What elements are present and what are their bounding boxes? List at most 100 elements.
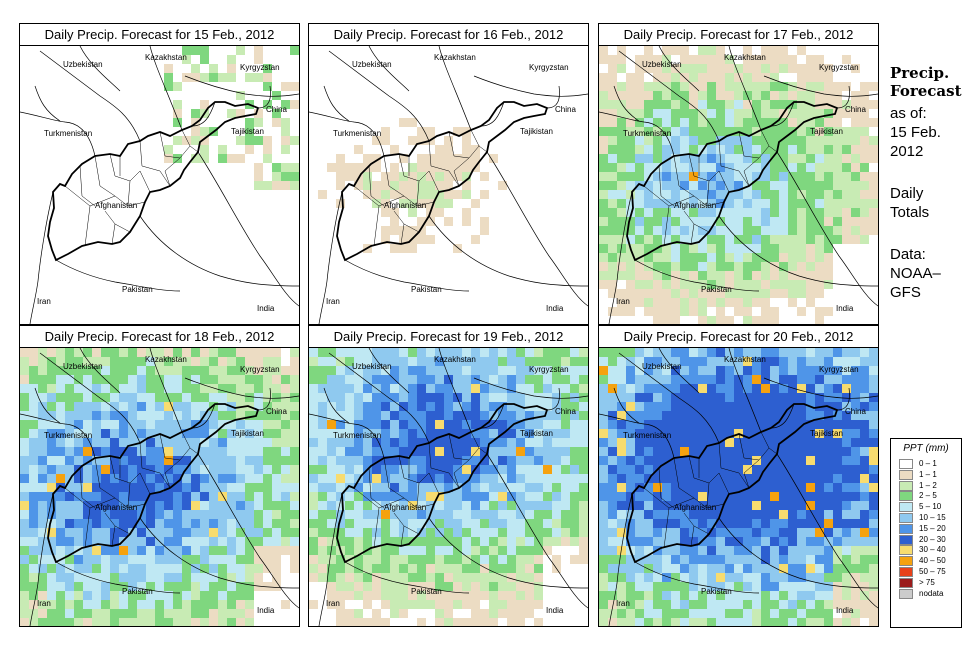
precip-cell	[182, 366, 191, 375]
precip-cell	[507, 501, 516, 510]
precip-cell	[599, 244, 608, 253]
precip-cell	[101, 501, 110, 510]
precip-cell	[525, 564, 534, 573]
precip-cell	[20, 384, 29, 393]
precip-cell	[209, 546, 218, 555]
precip-cell	[653, 118, 662, 127]
precip-cell	[182, 555, 191, 564]
precip-cell	[417, 618, 426, 626]
precip-cell	[635, 199, 644, 208]
precip-cell	[20, 483, 29, 492]
precip-cell	[435, 438, 444, 447]
precip-cell	[599, 600, 608, 609]
precip-cell	[644, 600, 653, 609]
precip-cell	[173, 82, 182, 91]
precip-cell	[788, 91, 797, 100]
precip-cell	[626, 262, 635, 271]
precip-cell	[725, 591, 734, 600]
precip-cell	[480, 429, 489, 438]
precip-cell	[824, 564, 833, 573]
precip-cell	[417, 528, 426, 537]
precip-cell	[363, 528, 372, 537]
precip-cell	[671, 483, 680, 492]
precip-cell	[399, 528, 408, 537]
precip-cell	[119, 465, 128, 474]
precip-cell	[399, 190, 408, 199]
country-label-pakistan: Pakistan	[701, 587, 732, 596]
precip-cell	[173, 357, 182, 366]
precip-cell	[92, 420, 101, 429]
precip-cell	[101, 546, 110, 555]
precip-cell	[716, 564, 725, 573]
precip-cell	[29, 528, 38, 537]
precip-cell	[191, 600, 200, 609]
precip-cell	[561, 456, 570, 465]
precip-cell	[327, 357, 336, 366]
precip-cell	[698, 82, 707, 91]
precip-cell	[734, 402, 743, 411]
precip-cell	[608, 474, 617, 483]
precip-cell	[860, 402, 869, 411]
precip-cell	[725, 537, 734, 546]
precip-cell	[599, 190, 608, 199]
precip-cell	[516, 375, 525, 384]
precip-cell	[417, 519, 426, 528]
precip-cell	[209, 357, 218, 366]
precip-cell	[146, 456, 155, 465]
precip-cell	[570, 528, 579, 537]
precip-cell	[354, 145, 363, 154]
precip-cell	[390, 348, 399, 357]
country-boundaries	[599, 348, 878, 626]
precip-cell	[770, 235, 779, 244]
precip-cell	[770, 172, 779, 181]
precip-cell	[65, 456, 74, 465]
precip-cell	[860, 217, 869, 226]
country-label-india: India	[257, 606, 275, 615]
precip-cell	[869, 564, 878, 573]
precip-cell	[47, 456, 56, 465]
precip-cell	[399, 366, 408, 375]
precip-cell	[779, 262, 788, 271]
precip-cell	[644, 46, 653, 55]
precip-cell	[617, 366, 626, 375]
precip-cell	[797, 280, 806, 289]
precip-cell	[797, 483, 806, 492]
precip-cell	[74, 438, 83, 447]
precip-cell	[65, 582, 74, 591]
precip-cell	[599, 217, 608, 226]
precip-cell	[47, 483, 56, 492]
precip-cell	[599, 91, 608, 100]
precip-cell	[797, 411, 806, 420]
precip-cell	[761, 190, 770, 199]
precip-cell	[770, 316, 779, 324]
precip-cell	[707, 172, 716, 181]
precip-cell	[101, 555, 110, 564]
precip-cell	[155, 447, 164, 456]
precip-cell	[570, 492, 579, 501]
precip-cell	[462, 163, 471, 172]
precip-cell	[345, 465, 354, 474]
precip-cell	[209, 492, 218, 501]
precip-cell	[680, 546, 689, 555]
precip-cell	[734, 73, 743, 82]
precip-cell	[390, 501, 399, 510]
precip-cell	[327, 492, 336, 501]
precip-cell	[662, 199, 671, 208]
precip-cell	[860, 172, 869, 181]
precip-cell	[218, 73, 227, 82]
precip-cell	[363, 510, 372, 519]
precip-cell	[689, 474, 698, 483]
precip-cell	[164, 582, 173, 591]
precip-cell	[137, 573, 146, 582]
precip-cell	[797, 555, 806, 564]
precip-cell	[336, 609, 345, 618]
precip-cell	[842, 447, 851, 456]
precip-cell	[869, 82, 878, 91]
precip-cell	[752, 510, 761, 519]
precip-cell	[671, 564, 680, 573]
precip-cell	[815, 73, 824, 82]
legend-swatch	[899, 556, 913, 567]
precip-cell	[851, 190, 860, 199]
precip-cell	[788, 226, 797, 235]
precip-cell	[74, 582, 83, 591]
